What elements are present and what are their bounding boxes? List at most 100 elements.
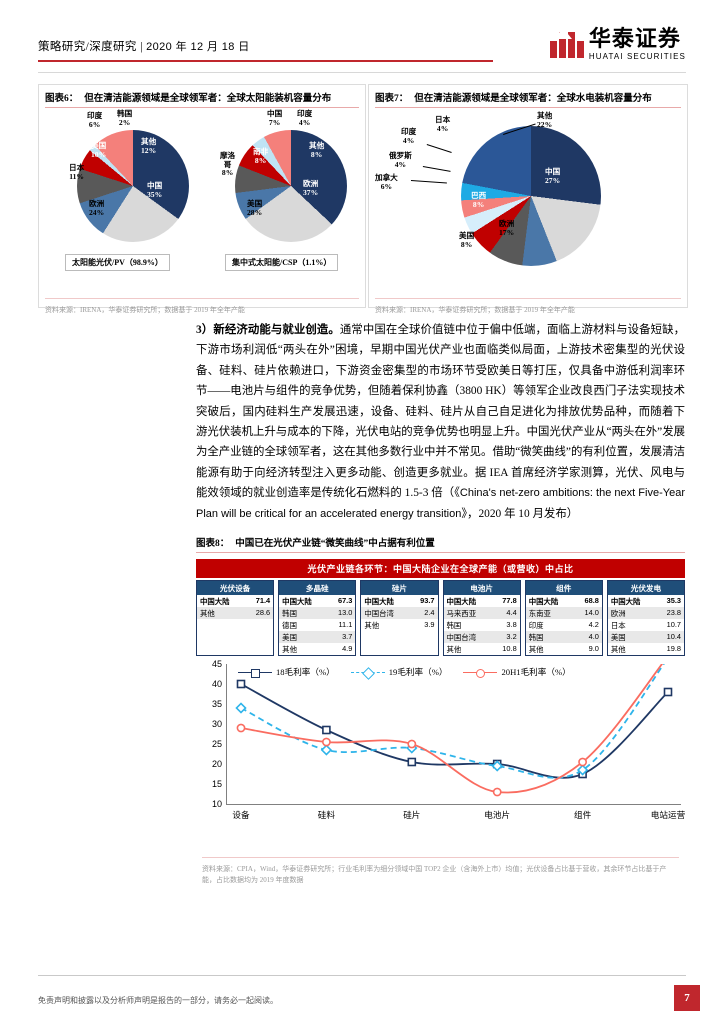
data-point-marker [236, 723, 246, 733]
data-point-marker [578, 757, 587, 767]
pie-csp-slices [235, 130, 347, 242]
table-column: 组件 中国大陆 68.8 东南亚 14.0 印度 4.2 韩国 4.0 其他 9.0 [524, 580, 603, 656]
table-cell-value: 10.7 [666, 619, 682, 629]
leader-line-canada [410, 180, 447, 184]
table-cell-value: 93.7 [420, 595, 435, 605]
table-cell-value: 4.2 [588, 619, 599, 629]
figure-7-title: 图表7： 但在清洁能源领域是全球领军者：全球水电装机容量分布 [369, 85, 687, 107]
table-column: 多晶硅 中国大陆 67.3 韩国 13.0 德国 11.1 美国 3.7 其他 4.9 [278, 580, 357, 656]
table-row: 中国大陆 67.3 [279, 595, 356, 607]
table-row: 印度 4.2 [526, 619, 602, 631]
body-lead: 3）新经济动能与就业创造。 [196, 324, 340, 336]
table-cell-name: 其他 [200, 608, 215, 618]
figure-8: 图表8： 中国已在光伏产业链“微笑曲线”中占据有利位置 光伏产业链各环节：中国大陆… [196, 530, 686, 884]
legend-label: 19毛利率（%） [388, 667, 448, 677]
table-cell-value: 11.1 [338, 619, 353, 629]
table-row: 中国台湾 3.2 [443, 631, 520, 643]
figure-8-title-rule [196, 552, 685, 553]
table-cell-name: 其他 [282, 644, 297, 654]
y-axis-tick-label: 10 [211, 799, 222, 809]
pie-pv-label-usa: 美国 10% [91, 141, 107, 159]
table-cell-value: 10.8 [502, 643, 517, 653]
y-axis-tick-label: 35 [211, 699, 222, 709]
table-cell-name: 印度 [528, 620, 544, 630]
table-column: 光伏发电 中国大陆 35.3 欧洲 23.8 日本 10.7 美国 10.4 其他 19.8 [606, 580, 686, 656]
x-axis-tick-label: 电池片 [484, 810, 511, 820]
table-cell-name: 中国大陆 [528, 596, 559, 606]
table-cell-name: 马来西亚 [446, 608, 477, 618]
table-cell-value: 28.6 [255, 607, 271, 617]
pie-pv-caption: 太阳能光伏/PV（98.9%） [65, 254, 170, 271]
figure-6: 图表6： 但在清洁能源领域是全球领军者：全球太阳能装机容量分布 中国 35% 欧洲 2… [38, 84, 366, 314]
data-point-marker [576, 764, 589, 776]
table-column: 光伏设备 中国大陆 71.4 其他 28.6 [196, 580, 275, 656]
figure-8-number: 图表8： [196, 539, 230, 549]
table-cell-name: 中国大陆 [200, 596, 230, 606]
y-axis-tick-label: 30 [211, 719, 222, 729]
legend-label: 20H1毛利率（%） [501, 667, 571, 677]
table-cell-name: 美国 [282, 632, 297, 642]
table-cell-value: 71.4 [255, 595, 271, 605]
data-point-marker [492, 787, 502, 797]
data-point-marker [407, 739, 417, 749]
table-row: 欧洲 23.8 [607, 607, 685, 619]
pie-hydro-label-europe: 欧洲 17% [499, 219, 515, 237]
pie-csp-label-morocco: 摩洛哥 8% [220, 151, 236, 177]
x-axis-tick-label: 硅料 [317, 810, 335, 820]
header-separator: | [140, 41, 143, 53]
data-point-marker [322, 725, 331, 735]
y-axis-tick-label: 25 [211, 739, 222, 749]
logo-name-en: HUATAI SECURITIES [588, 52, 686, 61]
table-cell-name: 韩国 [446, 620, 462, 630]
table-banner: 光伏产业链各环节：中国大陆企业在全球产能（或营收）中占比 [196, 559, 685, 578]
table-column: 硅片 中国大陆 93.7 中国台湾 2.4 其他 3.9 [360, 580, 439, 656]
pie-pv-label-europe: 欧洲 24% [89, 199, 105, 217]
y-axis-tick-label: 45 [211, 659, 222, 669]
footer-disclaimer: 免责声明和披露以及分析师声明是报告的一部分，请务必一起阅读。 [38, 996, 278, 1005]
table-row: 美国 3.7 [279, 631, 356, 643]
legend-item: 19毛利率（%） [350, 666, 448, 680]
table-row: 中国大陆 93.7 [361, 595, 438, 607]
table-cell-value: 4.0 [588, 631, 599, 641]
table-cell-value: 13.0 [337, 607, 353, 617]
table-cell-value: 14.0 [584, 607, 599, 617]
table-row: 中国大陆 35.3 [607, 595, 685, 607]
share-table: 光伏设备 中国大陆 71.4 其他 28.6 多晶硅 中国大陆 67.3 韩国 13.0 德国 11.… [196, 580, 686, 656]
data-point-marker [320, 744, 333, 756]
table-cell-name: 中国大陆 [446, 596, 477, 606]
table-cell-name: 东南亚 [528, 608, 551, 618]
table-cell-value: 9.0 [588, 643, 599, 653]
pie-pv-label-other: 其他 12% [141, 137, 157, 155]
x-axis-tick-label: 设备 [232, 810, 250, 820]
table-row: 中国大陆 77.8 [443, 595, 520, 607]
body-text-1: 通常中国在全球价值链中位于偏中低端，面临上游材料与设备短缺，下游市场利润低“两头… [196, 324, 685, 500]
figure-6-title-rule [45, 107, 359, 108]
legend-label: 18毛利率（%） [276, 667, 335, 677]
pie-hydro-label-other: 其他 22% [537, 111, 553, 129]
table-cell-name: 中国大陆 [282, 596, 312, 606]
figure-6-caption: 但在清洁能源领域是全球领军者：全球太阳能装机容量分布 [84, 94, 332, 104]
figure-8-title: 图表8： 中国已在光伏产业链“微笑曲线”中占据有利位置 [196, 530, 685, 552]
pie-pv-label-india: 印度 6% [87, 111, 103, 129]
figure-7-title-rule [375, 107, 681, 108]
footer-divider [38, 975, 686, 976]
table-cell-name: 其他 [364, 620, 380, 630]
body-text-en: China's net-zero ambitions: the next Fiv… [196, 487, 685, 520]
pie-hydro-label-india: 印度 4% [401, 127, 417, 145]
data-point-marker [407, 757, 417, 767]
table-row: 韩国 13.0 [279, 607, 356, 619]
table-cell-value: 3.2 [506, 631, 517, 641]
body-paragraph: 3）新经济动能与就业创造。通常中国在全球价值链中位于偏中低端，面临上游材料与设备… [196, 320, 685, 524]
table-row: 德国 11.1 [279, 619, 355, 631]
table-row: 日本 10.7 [608, 619, 684, 631]
figure-6-source: 资料来源：IRENA，华泰证券研究所；数据基于 2019 年全年产能 [45, 306, 245, 314]
pie-csp-caption: 集中式太阳能/CSP（1.1%） [225, 254, 339, 271]
table-column-header: 光伏发电 [607, 581, 685, 595]
table-cell-value: 35.3 [666, 595, 682, 605]
logo-name-cn: 华泰证券 [588, 26, 681, 51]
line-series [240, 655, 669, 794]
x-axis-tick-label: 电站运营 [650, 810, 686, 820]
table-cell-value: 68.8 [584, 595, 599, 605]
body-text-2: 》，2020 年 10 月发布） [461, 507, 579, 520]
table-cell-value: 23.8 [666, 607, 682, 617]
